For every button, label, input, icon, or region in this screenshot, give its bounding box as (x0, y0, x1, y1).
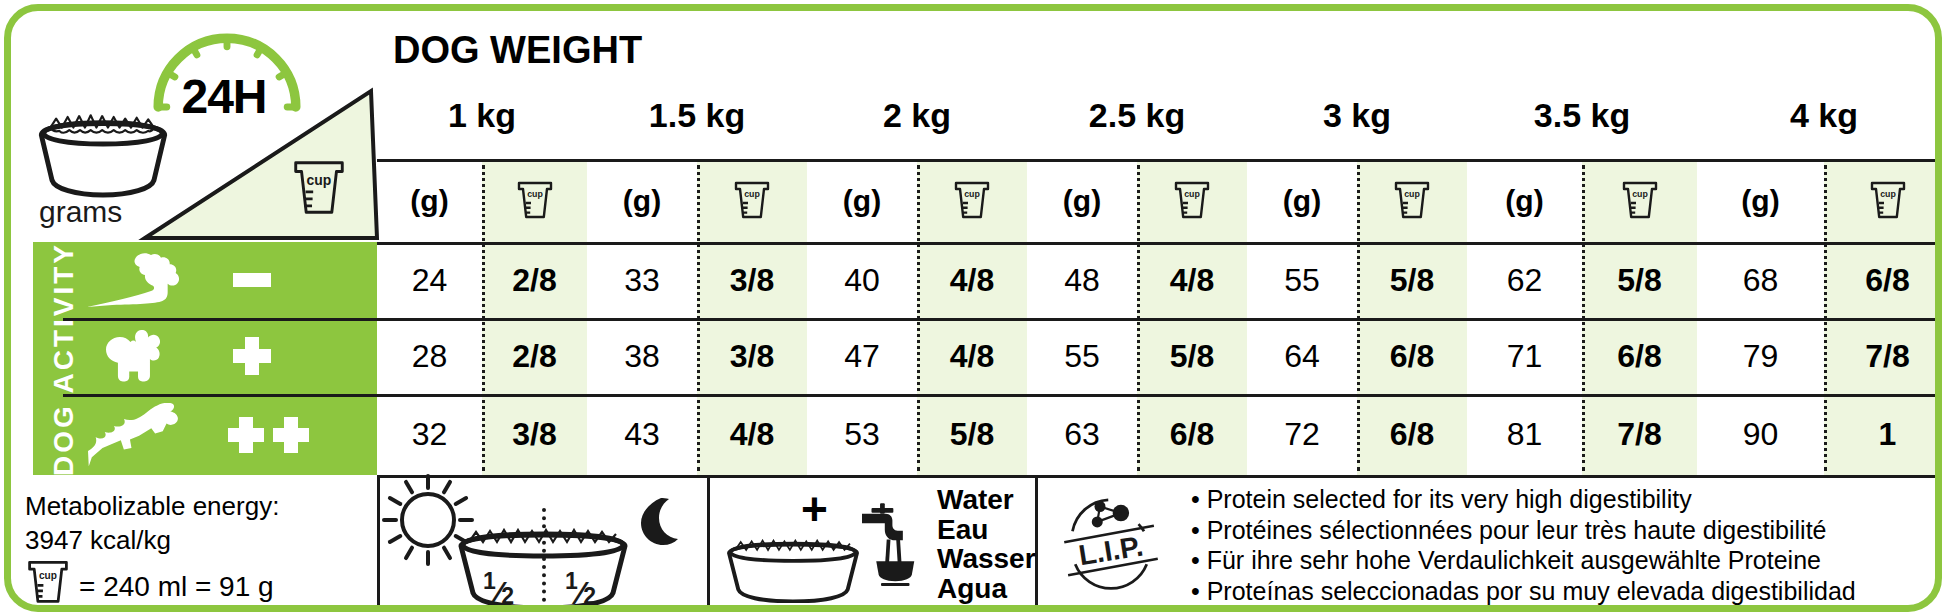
svg-text:L.I.P.: L.I.P. (1077, 530, 1146, 572)
